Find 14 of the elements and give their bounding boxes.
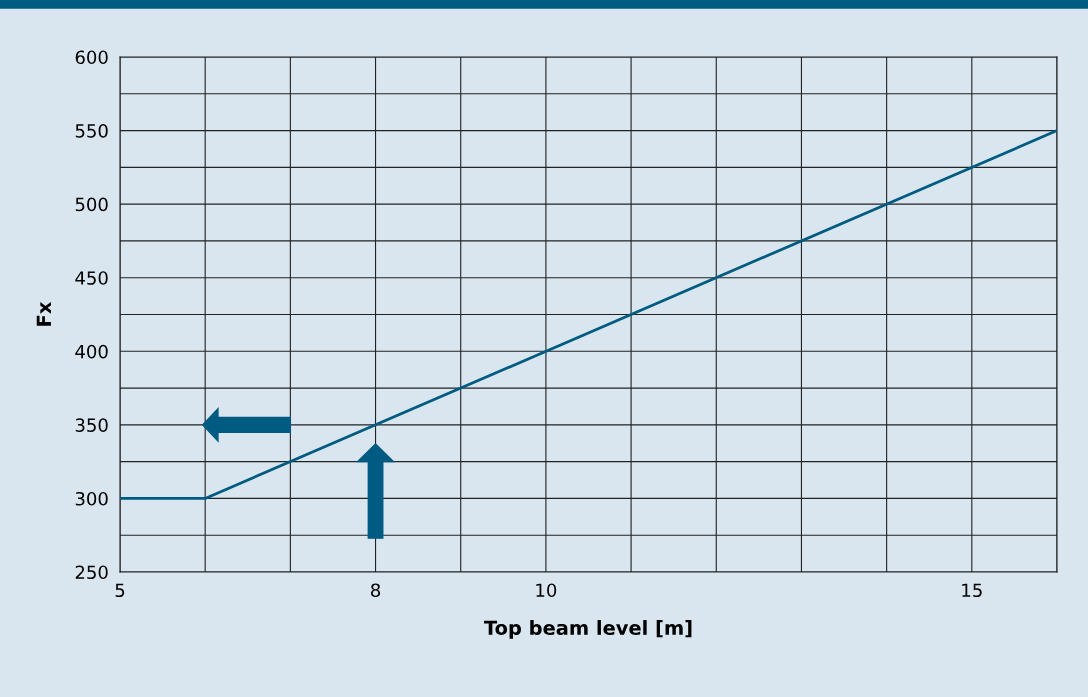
y-axis-title: Fx [36, 301, 51, 326]
y-tick-label: 400 [75, 344, 108, 359]
x-axis-title: Top beam level [m] [484, 620, 692, 639]
y-tick-label: 300 [75, 491, 108, 506]
x-tick-label: 8 [371, 583, 381, 598]
y-tick-label: 600 [75, 50, 108, 65]
x-tick-label: 10 [536, 583, 557, 598]
y-tick-label: 500 [75, 197, 108, 212]
y-tick-label: 350 [75, 418, 108, 432]
y-tick-label: 550 [75, 124, 108, 138]
y-tick-label: 450 [75, 271, 108, 285]
y-tick-label: 250 [75, 565, 108, 580]
x-tick-label: 15 [962, 583, 982, 598]
x-tick-label: 5 [115, 583, 125, 598]
